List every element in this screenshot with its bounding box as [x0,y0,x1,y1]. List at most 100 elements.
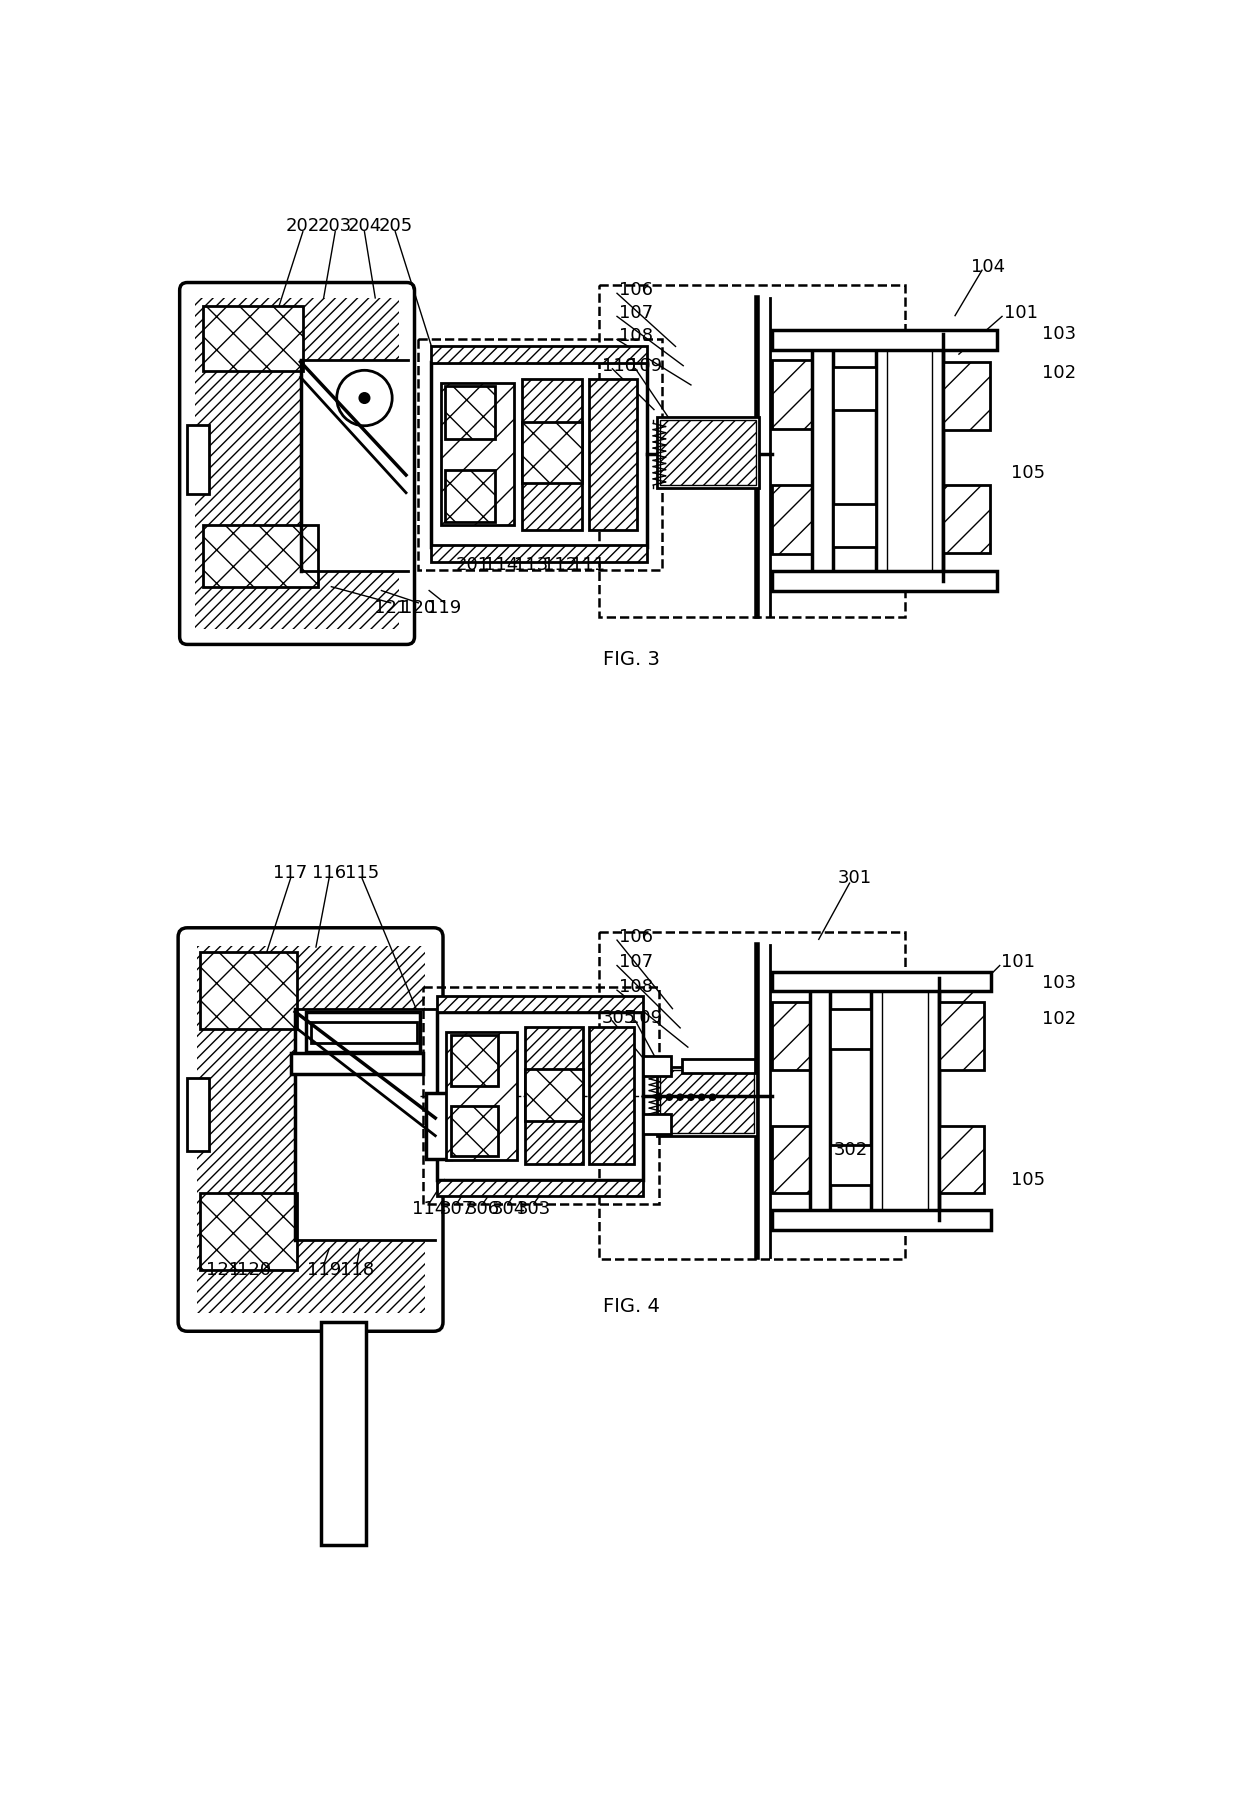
Text: 205: 205 [378,217,413,235]
Bar [833,505,875,546]
Bar [295,1009,435,1239]
Bar [436,1011,644,1179]
Text: 102: 102 [1042,1011,1076,1029]
Bar [875,335,944,581]
Text: 118: 118 [340,1261,373,1279]
Text: 306: 306 [466,1199,500,1217]
Bar [939,1002,983,1071]
Bar [771,1125,810,1194]
Text: 121: 121 [206,1261,241,1279]
Bar [418,338,662,570]
Text: 105: 105 [1012,463,1045,481]
Bar [944,485,990,554]
Text: 112: 112 [543,555,577,573]
Bar [445,387,495,440]
Circle shape [656,1094,662,1100]
Bar [522,421,583,483]
Bar [300,360,408,572]
Bar [445,470,495,523]
Text: 202: 202 [285,217,320,235]
FancyBboxPatch shape [180,282,414,644]
Text: 307: 307 [440,1199,474,1217]
Bar [682,1060,755,1073]
Circle shape [666,1094,672,1100]
Text: 117: 117 [273,865,308,883]
Circle shape [688,1094,694,1100]
Text: 108: 108 [619,979,652,997]
Bar [436,997,644,1013]
Bar [203,525,319,586]
Text: 114: 114 [484,555,518,573]
Text: 116: 116 [312,865,346,883]
Text: 102: 102 [1042,364,1076,382]
Bar [450,1105,498,1156]
Bar [522,378,583,530]
Bar [589,1028,634,1165]
Bar [290,1053,423,1075]
Bar [660,420,755,485]
Text: 301: 301 [838,868,872,886]
Bar [201,1194,296,1270]
Bar [423,988,658,1205]
Bar [432,347,647,364]
Circle shape [709,1094,715,1100]
Text: 110: 110 [601,356,636,374]
Bar [810,990,831,1216]
Bar [771,360,812,429]
Bar [321,1322,366,1545]
Circle shape [360,393,370,403]
Text: 103: 103 [1042,975,1076,991]
Bar [771,1002,810,1071]
Bar [187,425,208,494]
Bar [771,1210,991,1230]
Bar [310,1022,417,1044]
Bar [201,952,296,1029]
Text: FIG. 3: FIG. 3 [603,649,660,669]
Text: 109: 109 [627,356,662,374]
Circle shape [677,1094,683,1100]
Text: 114: 114 [412,1199,446,1217]
Bar [831,1145,872,1185]
Bar [306,1011,420,1051]
Text: FIG. 4: FIG. 4 [603,1297,660,1317]
Bar [872,979,939,1219]
Bar [771,971,991,991]
Text: 106: 106 [619,928,652,946]
Bar [831,1009,872,1049]
Text: 304: 304 [491,1199,526,1217]
FancyBboxPatch shape [179,928,443,1331]
Bar [436,1179,644,1196]
Text: 103: 103 [1042,326,1076,344]
Text: 303: 303 [517,1199,551,1217]
Bar [771,572,997,590]
Bar [812,344,833,573]
Text: 107: 107 [619,953,652,971]
Bar [450,1035,498,1085]
Text: 120: 120 [402,599,435,617]
Circle shape [337,371,392,425]
Text: 109: 109 [627,1009,662,1028]
Text: 121: 121 [373,599,408,617]
Bar [203,306,303,371]
Bar [599,932,905,1259]
Text: 305: 305 [601,1009,636,1028]
Text: 113: 113 [515,555,548,573]
Bar [440,384,513,525]
Text: 204: 204 [347,217,382,235]
Bar [660,1071,754,1134]
Bar [526,1069,583,1122]
Bar [432,362,647,546]
Text: 119: 119 [306,1261,341,1279]
Text: 203: 203 [319,217,352,235]
Bar [939,1125,983,1194]
Text: 105: 105 [1012,1170,1045,1189]
Bar [197,946,424,1313]
Bar [599,284,905,617]
Text: 302: 302 [835,1141,868,1160]
Text: 106: 106 [619,280,652,298]
Bar [427,1093,450,1160]
Bar [644,1056,671,1076]
Bar [589,378,637,530]
Bar [187,1078,208,1151]
Bar [657,418,759,488]
